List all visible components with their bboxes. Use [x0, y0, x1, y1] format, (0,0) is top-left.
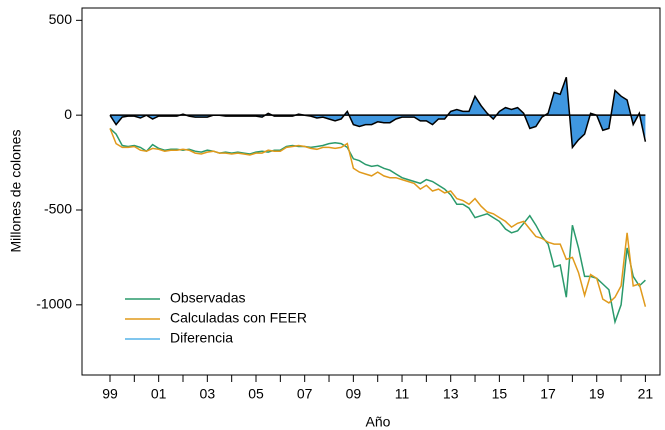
x-tick-label: 17 [540, 386, 556, 402]
legend-label: Observadas [170, 290, 245, 306]
difference-line [109, 76, 647, 150]
x-tick-label: 09 [346, 386, 362, 402]
x-tick-label: 01 [151, 386, 167, 402]
x-tick-label: 21 [638, 386, 654, 402]
x-tick-label: 15 [492, 386, 508, 402]
plot-frame [81, 7, 661, 376]
y-tick-label: 500 [49, 11, 73, 27]
y-tick-label: -500 [44, 201, 72, 217]
x-axis-label: Año [366, 414, 391, 430]
x-tick-label: 11 [395, 386, 410, 402]
y-axis-label: Millones de colones [8, 130, 24, 253]
legend-label: Calculadas con FEER [170, 310, 307, 326]
x-tick-label: 99 [102, 386, 118, 402]
difference-area [109, 77, 646, 148]
y-tick-label: -1000 [36, 296, 72, 312]
x-tick-label: 13 [443, 386, 459, 402]
series-line [109, 128, 647, 307]
y-tick-label: 0 [64, 106, 72, 122]
x-tick-label: 19 [589, 386, 605, 402]
x-tick-label: 05 [248, 386, 264, 402]
series-line [109, 127, 646, 325]
x-tick-label: 07 [297, 386, 313, 402]
x-tick-label: 03 [200, 386, 216, 402]
legend-label: Diferencia [170, 330, 233, 346]
